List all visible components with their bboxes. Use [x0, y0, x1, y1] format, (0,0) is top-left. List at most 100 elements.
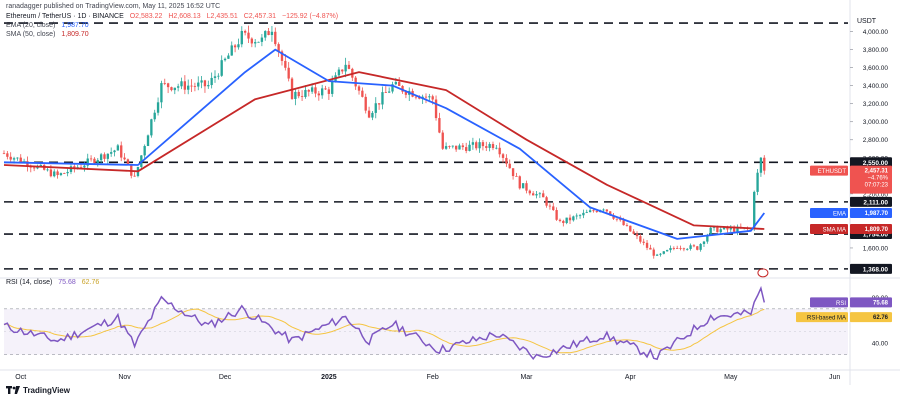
- candle[interactable]: [665, 250, 669, 252]
- candle[interactable]: [367, 110, 371, 118]
- candle[interactable]: [491, 144, 495, 149]
- candle[interactable]: [243, 30, 247, 33]
- candle[interactable]: [498, 147, 501, 155]
- candle[interactable]: [16, 157, 19, 159]
- candle[interactable]: [307, 89, 310, 92]
- candle[interactable]: [361, 90, 364, 97]
- candle[interactable]: [354, 77, 357, 87]
- candle[interactable]: [538, 193, 542, 195]
- candle[interactable]: [424, 96, 428, 98]
- candle[interactable]: [511, 168, 515, 177]
- candle[interactable]: [418, 97, 421, 99]
- candle[interactable]: [12, 158, 16, 160]
- candle[interactable]: [193, 86, 197, 87]
- candle[interactable]: [458, 145, 461, 150]
- candle[interactable]: [46, 169, 49, 171]
- candle[interactable]: [166, 83, 170, 88]
- candle[interactable]: [83, 165, 86, 168]
- candle[interactable]: [160, 83, 163, 103]
- ema20-line[interactable]: [3, 48, 766, 240]
- candle[interactable]: [505, 157, 508, 164]
- candle[interactable]: [146, 135, 150, 147]
- candle[interactable]: [558, 219, 562, 221]
- candle[interactable]: [428, 96, 431, 98]
- candle[interactable]: [304, 89, 307, 97]
- candle[interactable]: [398, 81, 401, 86]
- candle[interactable]: [344, 64, 347, 72]
- candle[interactable]: [324, 88, 327, 90]
- candle[interactable]: [562, 220, 565, 224]
- candle[interactable]: [706, 235, 709, 242]
- candle[interactable]: [56, 171, 59, 176]
- candle[interactable]: [542, 193, 545, 198]
- candle[interactable]: [441, 132, 444, 149]
- candle[interactable]: [213, 76, 217, 78]
- candle[interactable]: [602, 209, 605, 211]
- candle[interactable]: [609, 211, 612, 216]
- candle[interactable]: [220, 60, 223, 76]
- rsi-line[interactable]: [3, 285, 766, 361]
- candle[interactable]: [521, 183, 525, 189]
- candle[interactable]: [32, 167, 36, 169]
- candle[interactable]: [99, 154, 103, 161]
- candle[interactable]: [545, 197, 548, 206]
- candle[interactable]: [331, 81, 334, 94]
- candle[interactable]: [652, 249, 655, 256]
- candle[interactable]: [716, 227, 719, 233]
- sma-legend[interactable]: SMA (50, close) 1,809.70: [6, 30, 93, 39]
- candle[interactable]: [655, 254, 659, 256]
- candle[interactable]: [682, 248, 686, 250]
- candle[interactable]: [501, 154, 505, 158]
- candle[interactable]: [321, 88, 324, 96]
- candle[interactable]: [89, 158, 93, 160]
- candle[interactable]: [692, 245, 696, 247]
- candle[interactable]: [6, 153, 9, 157]
- candle[interactable]: [465, 147, 468, 151]
- candle[interactable]: [525, 183, 528, 191]
- candle[interactable]: [26, 161, 29, 167]
- candle[interactable]: [257, 41, 260, 43]
- candle[interactable]: [612, 215, 615, 219]
- candle[interactable]: [59, 173, 63, 176]
- candle[interactable]: [39, 164, 43, 167]
- candle[interactable]: [662, 251, 665, 254]
- candle[interactable]: [729, 227, 732, 230]
- candle[interactable]: [314, 87, 317, 94]
- candle[interactable]: [133, 175, 136, 177]
- candle[interactable]: [659, 253, 662, 255]
- candle[interactable]: [461, 145, 465, 148]
- candle[interactable]: [327, 89, 331, 94]
- candle[interactable]: [317, 93, 320, 96]
- candle[interactable]: [642, 241, 645, 243]
- candle[interactable]: [96, 160, 99, 164]
- candle[interactable]: [153, 112, 156, 120]
- candle[interactable]: [722, 227, 726, 230]
- candle[interactable]: [371, 112, 374, 118]
- candle[interactable]: [585, 212, 588, 213]
- candle[interactable]: [9, 156, 12, 160]
- candle[interactable]: [676, 248, 679, 249]
- candle[interactable]: [223, 58, 227, 61]
- candle[interactable]: [183, 81, 187, 90]
- ema-legend[interactable]: EMA (20, close) 1,987.70: [6, 21, 93, 30]
- candle[interactable]: [686, 248, 689, 250]
- candle[interactable]: [572, 216, 575, 221]
- candle[interactable]: [337, 69, 341, 76]
- candle[interactable]: [233, 45, 237, 48]
- candle[interactable]: [240, 30, 243, 45]
- candle[interactable]: [753, 191, 756, 229]
- candle[interactable]: [568, 217, 572, 221]
- candle[interactable]: [622, 220, 625, 226]
- candle[interactable]: [552, 206, 555, 211]
- candle[interactable]: [381, 92, 384, 105]
- candle[interactable]: [712, 227, 716, 228]
- candle[interactable]: [471, 142, 475, 145]
- candle[interactable]: [113, 150, 116, 153]
- rsi-legend[interactable]: RSI (14, close) 75.68 62.76: [6, 279, 103, 286]
- candle[interactable]: [669, 248, 672, 251]
- candle[interactable]: [287, 67, 290, 79]
- candle[interactable]: [143, 146, 146, 156]
- candle[interactable]: [203, 80, 207, 87]
- candle[interactable]: [374, 103, 377, 113]
- candle[interactable]: [120, 145, 123, 158]
